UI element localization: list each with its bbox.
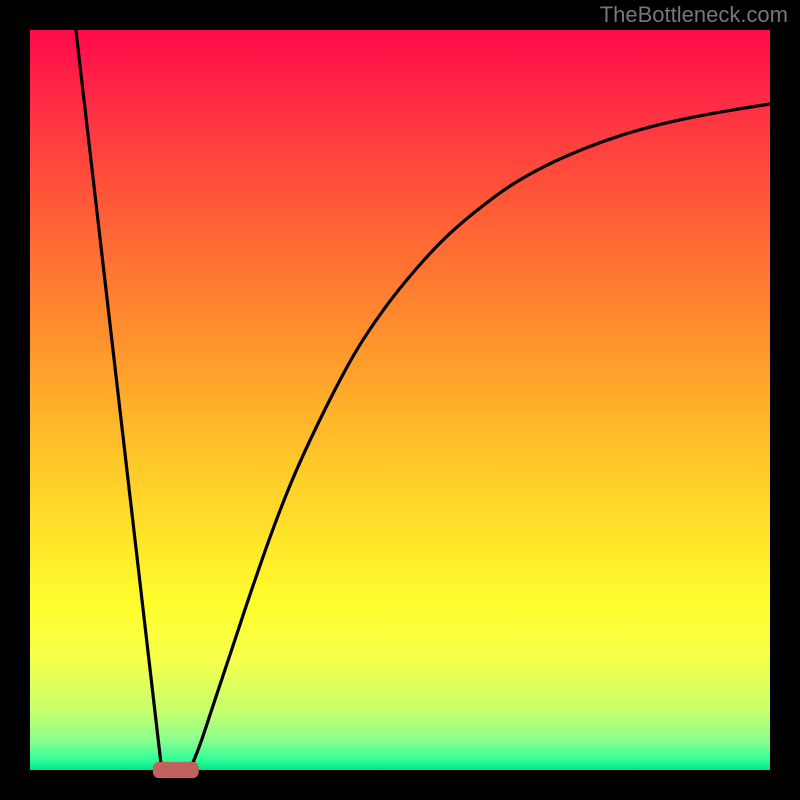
chart-border-bar <box>0 770 800 800</box>
watermark-text: TheBottleneck.com <box>600 2 788 28</box>
minimum-marker <box>153 762 199 778</box>
chart-border-bar <box>0 0 30 800</box>
bottleneck-chart <box>0 0 800 800</box>
chart-border-bar <box>770 0 800 800</box>
chart-container: TheBottleneck.com <box>0 0 800 800</box>
chart-gradient-bg <box>30 30 770 770</box>
